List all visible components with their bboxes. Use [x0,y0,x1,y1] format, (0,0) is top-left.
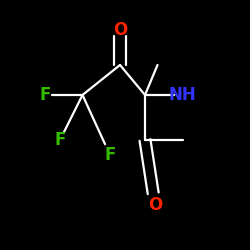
Text: F: F [104,146,116,164]
Text: O: O [148,196,162,214]
Text: NH: NH [168,86,196,104]
Text: F: F [54,131,66,149]
Text: O: O [113,21,127,39]
Text: F: F [39,86,51,104]
